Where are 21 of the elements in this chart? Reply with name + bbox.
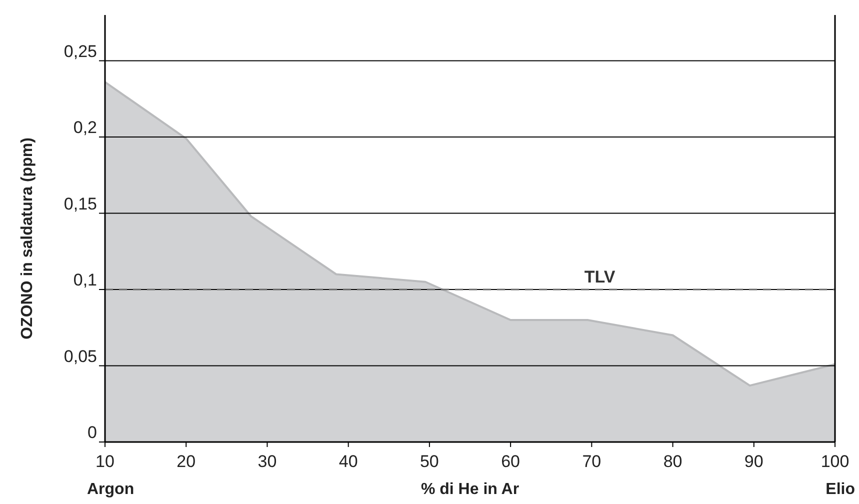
x-axis-title: % di He in Ar (420, 481, 520, 498)
ref-line-label: TLV (584, 268, 616, 286)
annotation: Argon (87, 481, 134, 498)
x-tick-label: 30 (258, 452, 277, 471)
y-tick-label: 0,15 (64, 194, 97, 214)
x-tick-label: 40 (338, 452, 358, 471)
y-tick-label: 0,1 (73, 270, 97, 290)
x-tick-label: 90 (744, 452, 764, 471)
y-tick-label: 0 (88, 423, 97, 442)
x-tick-label: 60 (501, 452, 520, 471)
y-tick-label: 0,2 (73, 118, 97, 137)
y-axis-title: OZONO in saldatura (ppm) (19, 138, 36, 340)
x-tick-label: 70 (582, 452, 602, 471)
y-tick-label: 0,25 (64, 42, 97, 61)
y-tick-label: 0,05 (64, 346, 97, 366)
x-tick-label: 50 (420, 452, 439, 471)
x-tick-label: 10 (96, 452, 114, 471)
x-tick-label: 20 (176, 452, 196, 471)
x-tick-label: 80 (663, 452, 682, 471)
annotation: Elio (826, 481, 856, 498)
x-tick-label: 100 (820, 452, 850, 471)
